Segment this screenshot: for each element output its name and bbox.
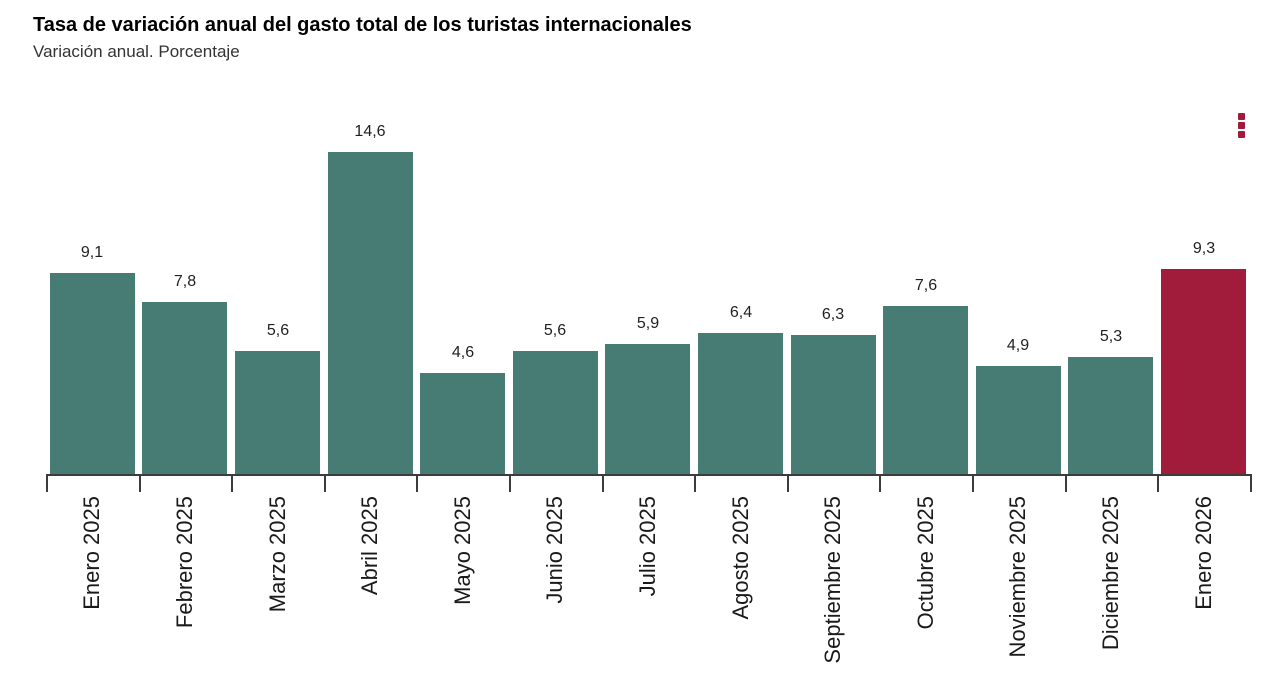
- context-menu-button[interactable]: [1228, 106, 1254, 144]
- vertical-dots-icon: [1237, 130, 1245, 138]
- x-axis-label: Septiembre 2025: [820, 496, 845, 664]
- bar-mayo-2025[interactable]: [420, 373, 505, 474]
- x-axis-label: Marzo 2025: [265, 496, 290, 613]
- vertical-dots-icon: [1237, 112, 1245, 120]
- x-axis-label: Enero 2026: [1191, 496, 1216, 610]
- bar-septiembre-2025[interactable]: [791, 335, 876, 474]
- x-axis-tick: [694, 474, 696, 492]
- bar-octubre-2025[interactable]: [883, 306, 968, 474]
- bar-value-label: 6,3: [821, 306, 845, 323]
- x-axis-label: Agosto 2025: [728, 496, 753, 620]
- x-axis-line: [46, 474, 1250, 476]
- bar-value-label: 5,6: [543, 322, 567, 339]
- x-axis-label: Mayo 2025: [450, 496, 475, 605]
- bar-value-label: 7,6: [914, 277, 938, 294]
- bar-value-label: 5,3: [1099, 328, 1123, 345]
- bar-value-label: 9,1: [80, 244, 104, 261]
- bar-value-label: 5,9: [636, 315, 660, 332]
- bar-enero-2025[interactable]: [50, 273, 135, 474]
- x-axis-label: Junio 2025: [542, 496, 567, 604]
- x-axis-label: Julio 2025: [635, 496, 660, 597]
- bar-value-label: 9,3: [1192, 240, 1216, 257]
- x-axis-tick: [1157, 474, 1159, 492]
- x-axis-tick: [787, 474, 789, 492]
- x-axis-tick: [416, 474, 418, 492]
- x-axis-tick: [1065, 474, 1067, 492]
- chart-title: Tasa de variación anual del gasto total …: [33, 14, 692, 36]
- x-axis-tick: [1250, 474, 1252, 492]
- bar-diciembre-2025[interactable]: [1068, 357, 1153, 474]
- vertical-dots-icon: [1237, 121, 1245, 129]
- x-axis-label: Febrero 2025: [172, 496, 197, 629]
- x-axis-tick: [324, 474, 326, 492]
- bar-value-label: 5,6: [266, 322, 290, 339]
- bar-agosto-2025[interactable]: [698, 333, 783, 474]
- chart-subtitle: Variación anual. Porcentaje: [33, 42, 240, 61]
- x-axis-label: Abril 2025: [357, 496, 382, 596]
- x-axis-tick: [46, 474, 48, 492]
- bar-value-label: 4,6: [451, 344, 475, 361]
- bar-enero-2026[interactable]: [1161, 269, 1246, 474]
- bar-abril-2025[interactable]: [328, 152, 413, 474]
- x-axis-tick: [231, 474, 233, 492]
- x-axis-label: Enero 2025: [79, 496, 104, 610]
- bar-junio-2025[interactable]: [513, 351, 598, 474]
- bar-value-label: 6,4: [729, 304, 753, 321]
- x-axis-tick: [879, 474, 881, 492]
- bar-value-label: 7,8: [173, 273, 197, 290]
- bar-noviembre-2025[interactable]: [976, 366, 1061, 474]
- bar-febrero-2025[interactable]: [142, 302, 227, 474]
- x-axis-label: Noviembre 2025: [1005, 496, 1030, 658]
- bar-julio-2025[interactable]: [605, 344, 690, 474]
- x-axis-label: Diciembre 2025: [1098, 496, 1123, 651]
- bar-value-label: 4,9: [1006, 337, 1030, 354]
- x-axis-label: Octubre 2025: [913, 496, 938, 630]
- x-axis-tick: [509, 474, 511, 492]
- x-axis-tick: [602, 474, 604, 492]
- bar-marzo-2025[interactable]: [235, 351, 320, 474]
- x-axis-tick: [139, 474, 141, 492]
- x-axis-tick: [972, 474, 974, 492]
- bar-value-label: 14,6: [354, 123, 386, 140]
